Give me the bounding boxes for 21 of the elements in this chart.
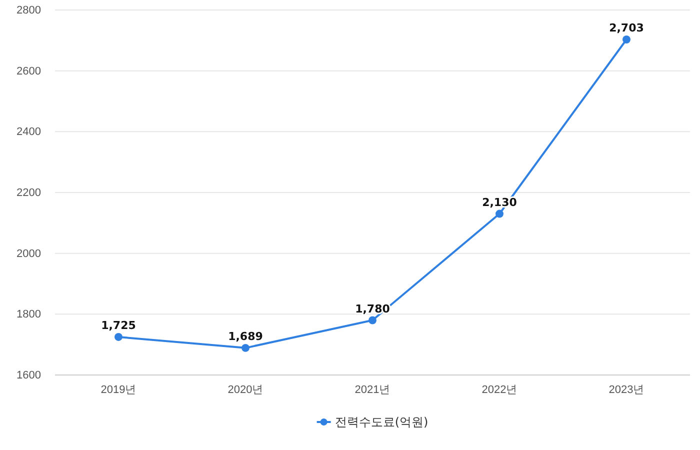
x-tick-label: 2019년 bbox=[100, 384, 136, 396]
point bbox=[496, 210, 504, 218]
x-tick-label: 2022년 bbox=[482, 384, 518, 396]
y-tick-label: 2600 bbox=[16, 65, 41, 78]
point bbox=[242, 344, 250, 352]
data-label: 2,703 bbox=[609, 22, 644, 35]
point bbox=[114, 333, 122, 341]
point bbox=[622, 36, 630, 44]
x-tick-label: 2020년 bbox=[228, 384, 264, 396]
point bbox=[368, 316, 376, 324]
legend-label: 전력수도료(억원) bbox=[334, 415, 428, 429]
data-label: 1,689 bbox=[228, 330, 263, 343]
y-tick-label: 2400 bbox=[16, 126, 41, 138]
y-tick-label: 2200 bbox=[16, 187, 41, 200]
x-tick-label: 2021년 bbox=[354, 384, 390, 396]
y-tick-label: 2800 bbox=[16, 4, 41, 17]
data-label: 1,725 bbox=[101, 318, 136, 332]
y-tick-label: 1600 bbox=[16, 370, 41, 382]
y-tick-label: 2000 bbox=[16, 248, 41, 260]
y-tick-label: 1800 bbox=[16, 308, 41, 321]
x-tick-label: 2023년 bbox=[608, 384, 644, 396]
